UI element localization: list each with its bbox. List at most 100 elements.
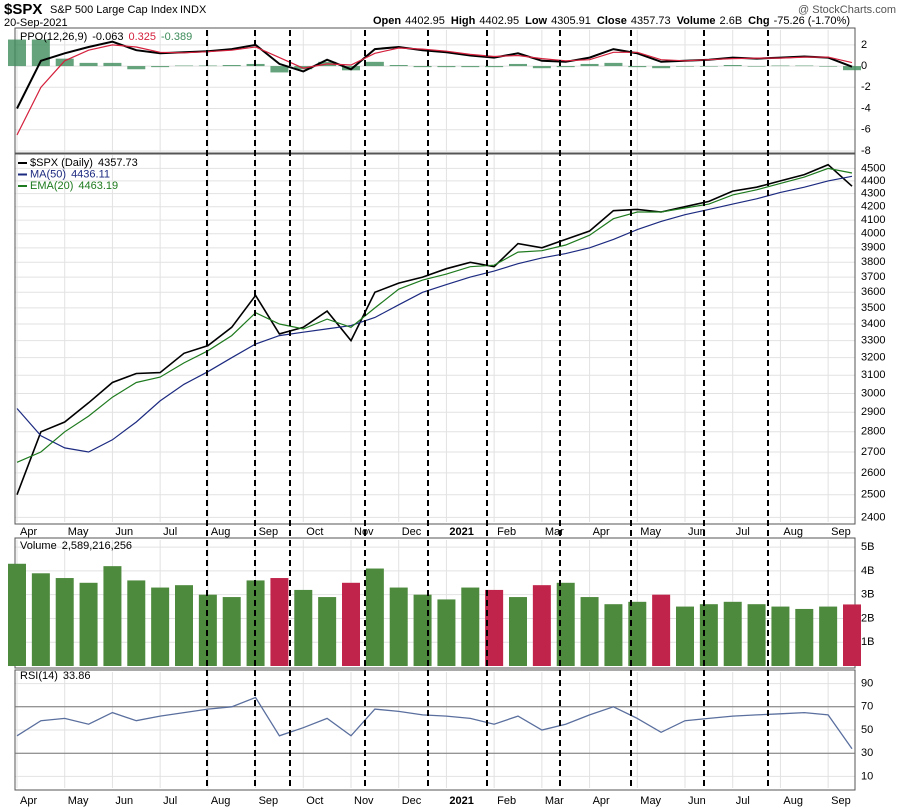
- y-tick-label: 5B: [861, 541, 874, 553]
- quote-value: 2.6B: [720, 15, 743, 27]
- y-tick-label: 3100: [861, 369, 885, 381]
- histogram-bar: [270, 66, 289, 73]
- y-tick-label: 1B: [861, 636, 874, 648]
- x-tick-label: Aug: [783, 795, 803, 807]
- y-tick-label: 50: [861, 724, 873, 736]
- y-tick-label: 3900: [861, 242, 885, 254]
- x-tick-label: Oct: [306, 795, 323, 807]
- x-tick-label: Aug: [211, 526, 231, 538]
- quote-label: Close: [597, 15, 627, 27]
- date: 20-Sep-2021: [4, 17, 68, 29]
- panel-frame: [14, 27, 856, 155]
- legend: Volume 2,589,216,256: [20, 540, 132, 552]
- symbol: $SPX: [4, 1, 42, 18]
- histogram-bar: [699, 66, 718, 67]
- legend-value: 33.86: [63, 670, 91, 682]
- y-tick-label: 3500: [861, 302, 885, 314]
- histogram-bar: [747, 66, 766, 67]
- x-tick-label: Jul: [163, 795, 177, 807]
- histogram-bar: [723, 65, 742, 67]
- histogram-bar: [365, 61, 384, 67]
- x-tick-label: Jun: [115, 795, 133, 807]
- y-tick-label: 4200: [861, 201, 885, 213]
- x-tick-label: Sep: [831, 795, 851, 807]
- volume-bar: [389, 587, 408, 666]
- y-tick-label: 4500: [861, 162, 885, 174]
- quote-label: Chg: [748, 15, 769, 27]
- legend-value: 4357.73: [98, 157, 138, 169]
- histogram-bar: [843, 66, 861, 71]
- y-tick-label: 3800: [861, 256, 885, 268]
- histogram-bar: [628, 66, 647, 68]
- x-tick-label: Apr: [593, 526, 610, 538]
- legend-value: 0.325: [128, 31, 156, 43]
- volume-bar: [747, 604, 766, 666]
- volume-bar: [652, 594, 671, 666]
- ppo-line: [16, 44, 853, 136]
- volume-bar: [723, 601, 742, 666]
- volume-bar: [556, 582, 575, 666]
- y-tick-label: 4300: [861, 188, 885, 200]
- y-tick-label: -8: [861, 145, 871, 157]
- x-tick-label: Jul: [163, 526, 177, 538]
- x-tick-label: Feb: [497, 795, 516, 807]
- quote-value: 4305.91: [551, 15, 591, 27]
- volume-bar: [79, 582, 98, 666]
- volume-bar: [509, 597, 527, 666]
- x-tick-label: Sep: [259, 526, 279, 538]
- quote-label: Low: [525, 15, 547, 27]
- x-tick-label: Oct: [306, 526, 323, 538]
- credit: @ StockCharts.com: [798, 4, 896, 16]
- histogram-bar: [556, 66, 575, 68]
- quote-label: Volume: [677, 15, 716, 27]
- y-tick-label: 3600: [861, 286, 885, 298]
- x-tick-label: 2021: [449, 526, 473, 538]
- quote-line: Open 4402.95 High 4402.95 Low 4305.91 Close 435…: [373, 15, 850, 27]
- x-tick-label: Dec: [402, 526, 422, 538]
- volume-bar: [771, 606, 790, 666]
- y-tick-label: 10: [861, 770, 873, 782]
- volume-bar: [270, 578, 289, 666]
- volume-bar: [461, 587, 480, 666]
- x-tick-label: Dec: [402, 795, 422, 807]
- rsi-line: [16, 696, 853, 750]
- price-line: [16, 163, 853, 495]
- y-tick-label: 3300: [861, 334, 885, 346]
- legend-value: 4463.19: [78, 180, 118, 192]
- legend-label: $SPX (Daily): [30, 157, 93, 169]
- x-tick-label: Apr: [20, 795, 37, 807]
- x-tick-label: Aug: [783, 526, 803, 538]
- x-tick-label: Jun: [688, 795, 706, 807]
- y-tick-label: 4000: [861, 228, 885, 240]
- x-tick-label: Aug: [211, 795, 231, 807]
- volume-bar: [294, 589, 313, 666]
- legend-value: -0.063: [92, 31, 123, 43]
- volume-bar: [628, 601, 647, 666]
- y-tick-label: 2B: [861, 612, 874, 624]
- volume-bar: [365, 568, 384, 666]
- histogram-bar: [55, 58, 74, 67]
- quote-label: Open: [373, 15, 401, 27]
- histogram-bar: [771, 65, 790, 67]
- y-tick-label: 2900: [861, 406, 885, 418]
- volume-bar: [127, 580, 146, 666]
- x-tick-label: Jul: [736, 795, 750, 807]
- y-tick-label: 2600: [861, 467, 885, 479]
- legend-label: MA(50): [30, 168, 66, 180]
- histogram-bar: [8, 39, 26, 67]
- y-tick-label: 90: [861, 678, 873, 690]
- x-tick-label: Jun: [115, 526, 133, 538]
- legend-label: PPO(12,26,9): [20, 31, 87, 43]
- x-tick-label: Jul: [736, 526, 750, 538]
- quote-label: High: [451, 15, 476, 27]
- histogram-bar: [485, 66, 504, 68]
- histogram-bar: [819, 66, 838, 67]
- histogram-bar: [580, 63, 599, 67]
- volume-bar: [151, 587, 170, 666]
- panel-frame: [14, 152, 856, 525]
- marker-lines: [206, 30, 769, 790]
- x-tick-label: May: [640, 795, 661, 807]
- histogram-bar: [676, 66, 694, 67]
- y-tick-label: -2: [861, 81, 871, 93]
- histogram-bar: [413, 66, 432, 68]
